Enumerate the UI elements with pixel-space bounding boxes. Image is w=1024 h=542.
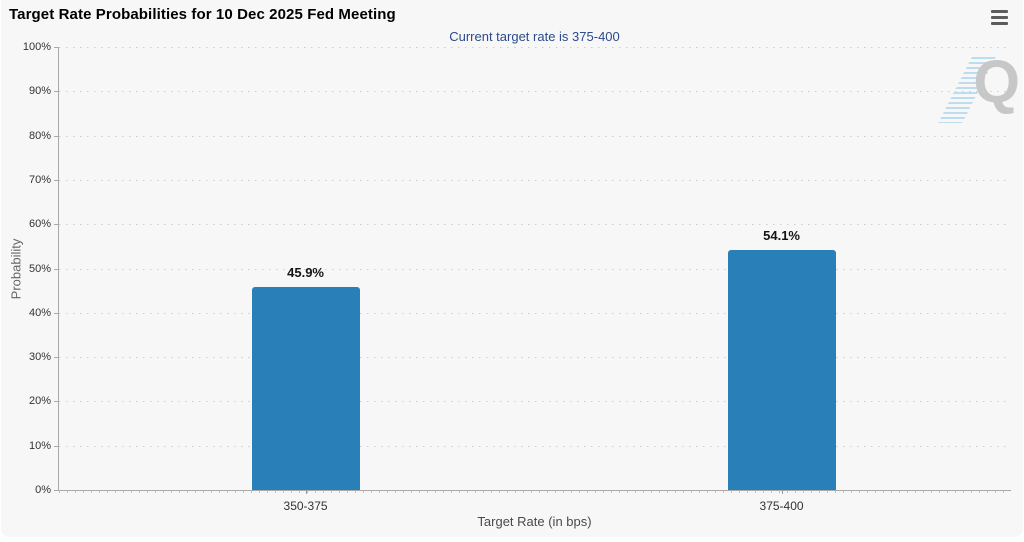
x-tick-mark xyxy=(781,490,783,494)
y-tick-mark xyxy=(54,91,58,93)
y-tick-mark xyxy=(54,268,58,270)
x-tick-label: 350-375 xyxy=(283,499,328,513)
y-tick-mark xyxy=(54,135,58,137)
gridline xyxy=(59,91,1011,93)
gridline xyxy=(59,357,1011,359)
x-axis-minor-ticks xyxy=(59,490,1011,493)
gridline xyxy=(59,47,1011,48)
y-axis-title: Probability xyxy=(8,238,24,300)
gridline xyxy=(59,268,1011,270)
gridline xyxy=(59,135,1011,137)
plot-area: 0% 10% 20% 30% 40% 50% 60% 70% 80% 90% 100% 45.9% 35… xyxy=(23,41,1011,513)
y-tick-label: 70% xyxy=(28,173,51,186)
gridline xyxy=(59,445,1011,447)
gridline xyxy=(59,224,1011,226)
y-tick-label: 20% xyxy=(28,395,51,408)
bar[interactable] xyxy=(727,250,836,490)
y-tick-label: 40% xyxy=(28,306,51,319)
y-tick-label: 50% xyxy=(28,262,51,275)
y-tick-label: 90% xyxy=(28,85,51,98)
x-tick-label: 375-400 xyxy=(759,499,804,513)
chart-subtitle: Current target rate is 375-400 xyxy=(449,29,620,44)
hamburger-icon xyxy=(991,16,1008,19)
quikstrike-logo: Q xyxy=(938,52,1020,124)
bar-value-label: 54.1% xyxy=(763,228,800,244)
y-tick-mark xyxy=(54,47,58,48)
y-tick-mark xyxy=(54,357,58,359)
chart-title: Target Rate Probabilities for 10 Dec 202… xyxy=(9,6,396,23)
y-tick-mark xyxy=(54,179,58,181)
y-tick-mark xyxy=(54,445,58,447)
y-tick-mark xyxy=(54,224,58,226)
bar[interactable] xyxy=(251,286,360,490)
gridline xyxy=(59,401,1011,403)
gridline xyxy=(59,179,1011,181)
y-tick-label: 30% xyxy=(28,351,51,364)
y-tick-mark xyxy=(54,312,58,314)
bar-value-label: 45.9% xyxy=(287,264,324,280)
x-tick-mark xyxy=(305,490,307,494)
chart-context-menu-button[interactable] xyxy=(991,10,1008,25)
y-tick-label: 100% xyxy=(22,41,51,53)
x-axis-title: Target Rate (in bps) xyxy=(477,514,592,529)
hamburger-icon xyxy=(991,22,1008,25)
logo-q-letter: Q xyxy=(973,48,1020,115)
y-tick-label: 10% xyxy=(28,439,51,452)
y-tick-mark xyxy=(54,490,58,491)
hamburger-icon xyxy=(991,10,1008,13)
y-tick-label: 60% xyxy=(28,218,51,231)
y-tick-mark xyxy=(54,401,58,403)
y-tick-label: 0% xyxy=(35,484,51,496)
y-tick-label: 80% xyxy=(28,129,51,142)
gridline xyxy=(59,312,1011,314)
